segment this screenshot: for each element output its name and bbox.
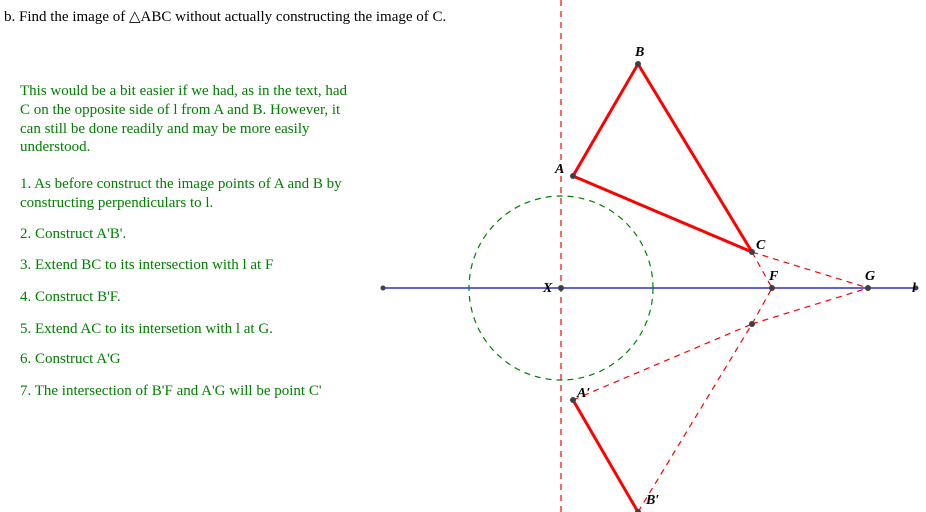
svg-text:F: F	[768, 269, 779, 284]
geometry-diagram: X A B C F Gl A′ B′	[0, 0, 926, 512]
svg-text:A′: A′	[576, 386, 590, 401]
svg-text:A: A	[554, 162, 564, 177]
svg-text:B′: B′	[645, 493, 659, 508]
svg-text:l: l	[912, 281, 916, 296]
svg-text:G: G	[865, 269, 875, 284]
svg-text:X: X	[542, 281, 553, 296]
svg-text:B: B	[634, 45, 644, 60]
svg-text:C: C	[756, 238, 766, 253]
